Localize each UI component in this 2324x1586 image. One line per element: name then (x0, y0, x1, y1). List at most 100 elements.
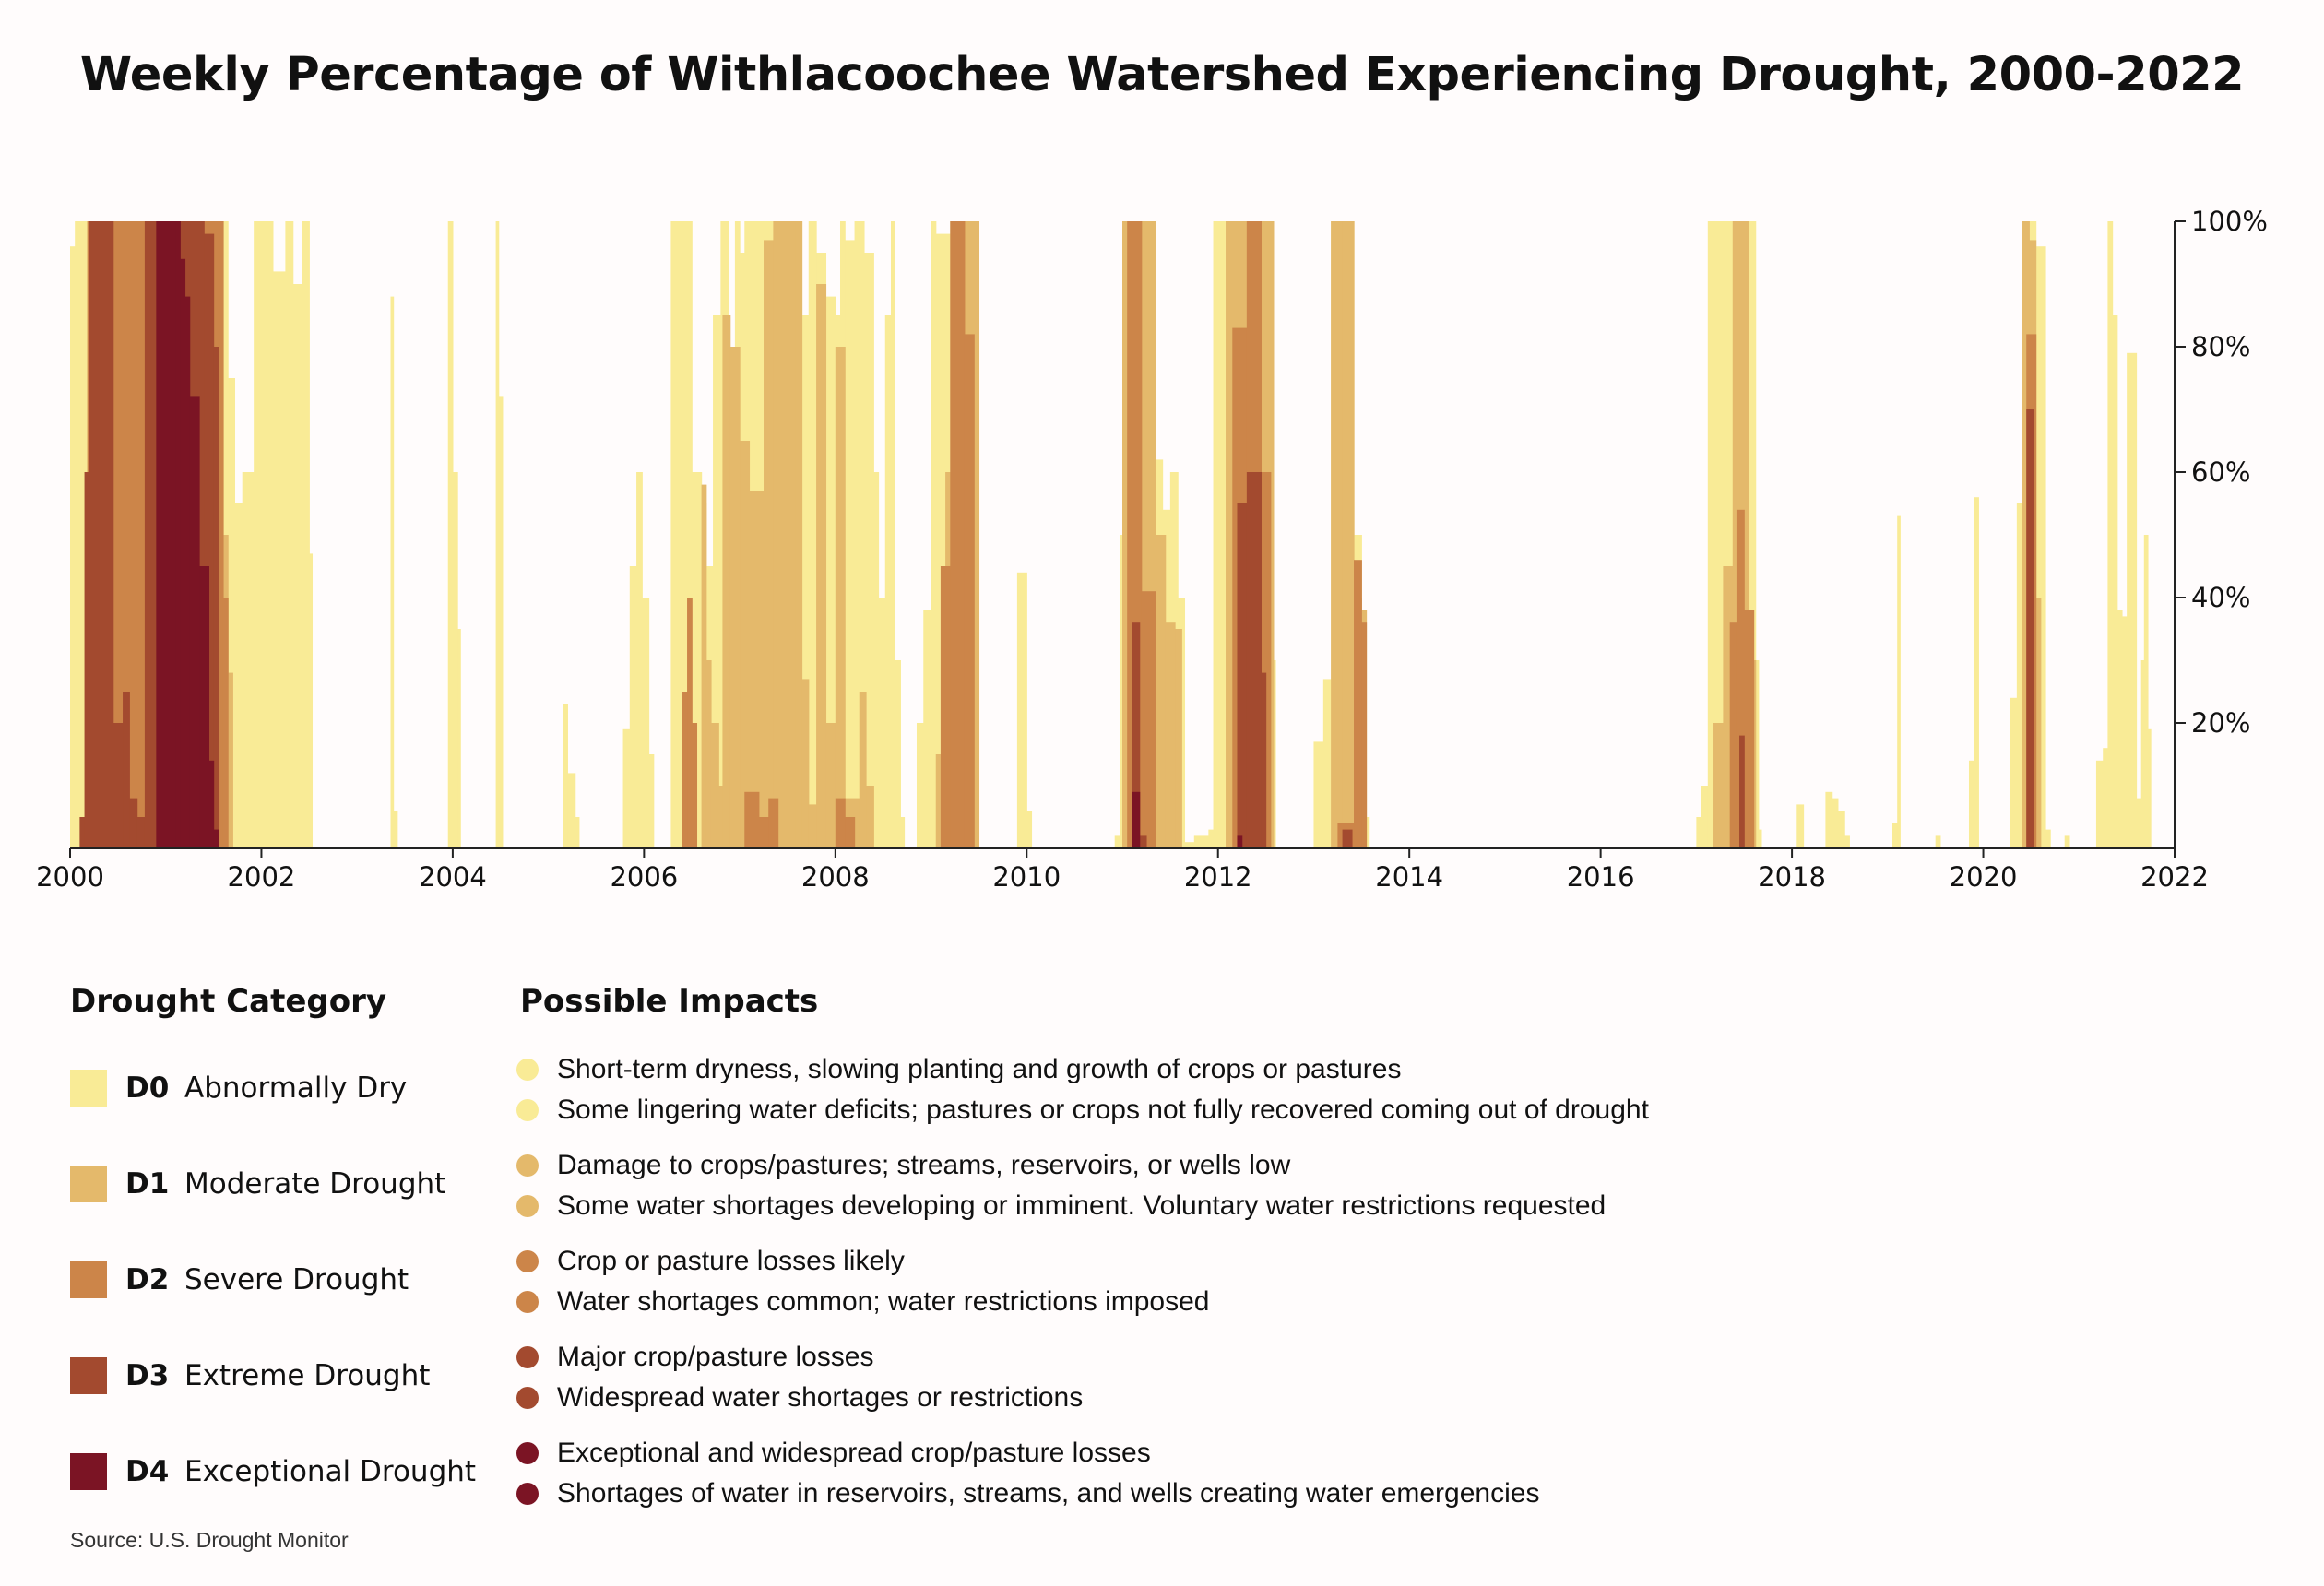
bar-d1 (816, 284, 827, 848)
bar-d0 (884, 315, 892, 848)
bar-d1 (835, 347, 846, 848)
y-tick-label: 40% (2191, 582, 2250, 613)
bar-d3 (84, 472, 90, 848)
impact-item: Damage to crops/pastures; streams, reser… (516, 1145, 1606, 1186)
x-tick-label: 2002 (228, 861, 296, 893)
bar-d0 (2127, 352, 2138, 848)
drought-chart: 2000 2002 2004 2006 2008 2010 2012 2014 2016 2018… (36, 206, 2268, 893)
bar-d2 (768, 798, 779, 848)
impact-dot (516, 1250, 539, 1272)
x-tick-label: 2018 (1758, 861, 1826, 893)
bar-d1 (1732, 221, 1740, 848)
bar-d3 (1739, 735, 1745, 848)
bar-d2 (222, 598, 229, 848)
bar-d0 (285, 221, 294, 848)
impacts-heading: Possible Impacts (520, 983, 819, 1020)
impact-item: Short-term dryness, slowing planting and… (516, 1049, 1649, 1090)
category-label: Extreme Drought (184, 1359, 431, 1392)
bar-d2 (682, 692, 688, 848)
bar-d3 (1132, 622, 1141, 848)
bar-d0 (923, 610, 932, 848)
bar-d0 (1701, 786, 1709, 848)
bar-d0 (563, 704, 568, 848)
bar-d0 (1758, 829, 1762, 848)
bar-d0 (254, 221, 258, 848)
x-tick-label: 2008 (801, 861, 870, 893)
legend-row-d4: D4 Exceptional Drought (70, 1453, 476, 1490)
bar-d0 (242, 472, 255, 848)
bar-d0 (1825, 791, 1833, 848)
impact-item: Some lingering water deficits; pastures … (516, 1090, 1649, 1130)
bar-d0 (2010, 697, 2018, 848)
impact-item: Exceptional and widespread crop/pasture … (516, 1433, 1539, 1474)
bar-d1 (825, 723, 836, 848)
impact-dot (516, 1483, 539, 1505)
bar-d0 (70, 246, 76, 848)
bar-d1 (740, 441, 751, 848)
category-code: D2 (125, 1263, 170, 1296)
bar-d0 (2035, 246, 2046, 848)
chart-title: Weekly Percentage of Withlacoochee Water… (79, 48, 2245, 102)
bar-d0 (854, 221, 865, 848)
bar-d2 (950, 221, 966, 848)
bar-d0 (1696, 817, 1702, 848)
bar-d0 (1366, 817, 1370, 848)
y-tick-label: 80% (2191, 331, 2250, 362)
impact-item: Water shortages common; water restrictio… (516, 1282, 1209, 1322)
source-note: Source: U.S. Drought Monitor (70, 1528, 349, 1552)
bar-d0 (801, 315, 810, 848)
bar-d1 (718, 786, 724, 848)
bar-d0 (1844, 835, 1850, 848)
bar-d1 (2022, 221, 2030, 848)
bar-d2 (692, 723, 698, 848)
bar-d1 (787, 221, 796, 848)
bar-d2 (1736, 509, 1745, 848)
impact-text: Major crop/pasture losses (557, 1342, 874, 1372)
bar-d2 (744, 791, 760, 848)
bar-d0 (890, 221, 895, 848)
bar-d1 (795, 221, 803, 848)
bar-d0 (457, 629, 461, 848)
bar-d0 (808, 221, 817, 848)
bar-d0 (1026, 811, 1033, 848)
x-tick-label: 2022 (2140, 861, 2209, 893)
bar-d0 (1892, 823, 1898, 848)
bar-d1 (706, 660, 712, 848)
bar-d4 (156, 221, 176, 848)
legend-row-d1: D1 Moderate Drought (70, 1166, 445, 1202)
x-tick-label: 2004 (419, 861, 487, 893)
category-label: Moderate Drought (184, 1167, 446, 1201)
bar-d2 (1744, 610, 1755, 848)
bar-d0 (1935, 835, 1941, 848)
impact-text: Some lingering water deficits; pastures … (557, 1095, 1649, 1125)
bar-d0 (895, 660, 901, 848)
impact-text: Some water shortages developing or immin… (557, 1190, 1607, 1221)
bar-d0 (878, 598, 886, 848)
y-tick-label: 60% (2191, 456, 2250, 488)
bar-d1 (2035, 598, 2042, 848)
bar-d3 (89, 221, 114, 848)
bar-d4 (180, 258, 186, 848)
category-label: Abnormally Dry (184, 1071, 408, 1105)
bar-d0 (292, 284, 302, 848)
bar-d0 (272, 271, 286, 848)
bar-d4 (208, 760, 215, 848)
bar-d0 (636, 472, 643, 848)
impacts-d2: Crop or pasture losses likely Water shor… (516, 1241, 1209, 1322)
bar-d0 (390, 296, 395, 849)
impacts-d3: Major crop/pasture losses Widespread wat… (516, 1337, 1083, 1418)
impacts-d1: Damage to crops/pastures; streams, reser… (516, 1145, 1606, 1226)
bar-d0 (1313, 741, 1324, 848)
x-tick-label: 2020 (1950, 861, 2018, 893)
bar-d4 (1132, 791, 1141, 848)
bar-d4 (184, 296, 191, 849)
impact-item: Widespread water shortages or restrictio… (516, 1378, 1083, 1418)
bar-d1 (1713, 723, 1725, 848)
bar-d1 (808, 804, 817, 848)
y-tick-label: 100% (2191, 206, 2268, 237)
bar-d3 (204, 233, 215, 849)
category-code: D0 (125, 1071, 170, 1105)
impact-item: Shortages of water in reservoirs, stream… (516, 1474, 1539, 1514)
impact-dot (516, 1195, 539, 1217)
bar-d4 (213, 829, 219, 848)
